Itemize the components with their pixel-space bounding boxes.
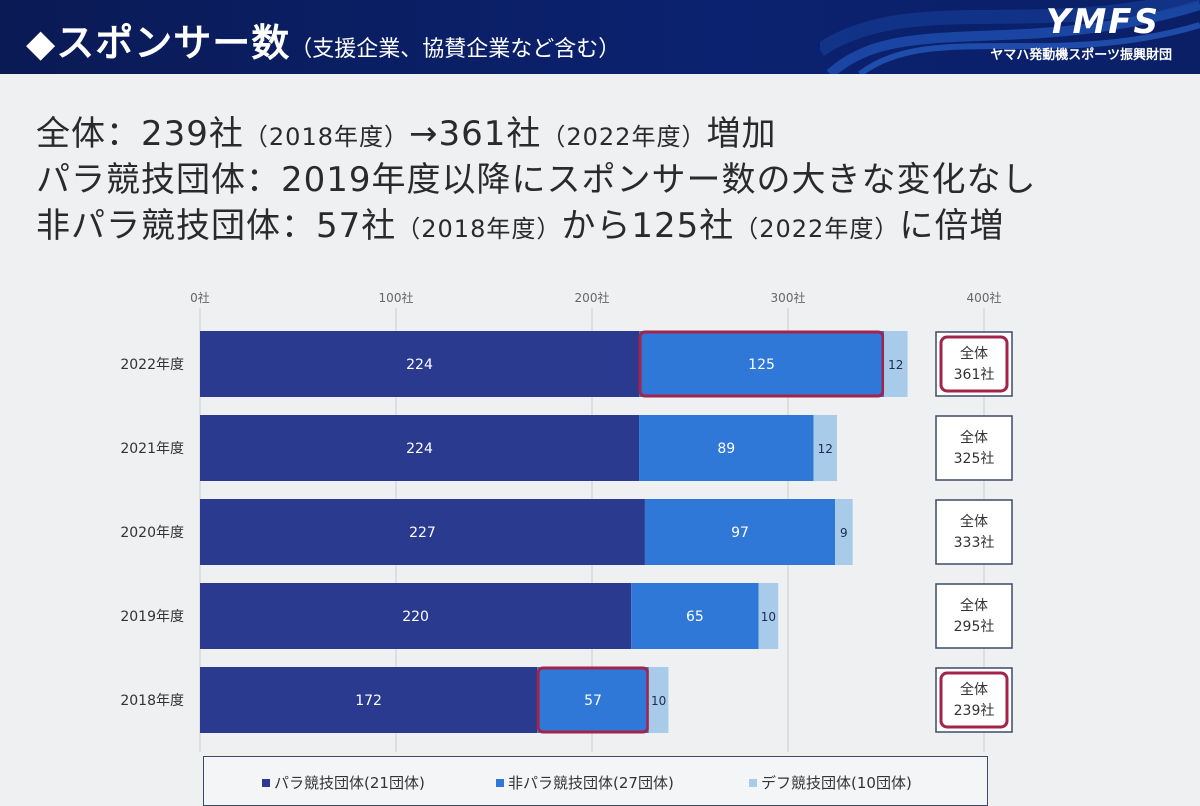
bar-value-label: 9 <box>840 526 848 540</box>
x-tick-label: 300社 <box>771 290 806 305</box>
logo-wave-graphic <box>820 0 1200 74</box>
bar-value-label: 10 <box>761 610 776 624</box>
x-tick-label: 400社 <box>967 290 1002 305</box>
bar-segment <box>884 331 908 397</box>
bar-segment <box>648 667 669 733</box>
bar-segment <box>639 415 814 481</box>
legend-item: パラ競技団体(21団体) <box>262 772 425 793</box>
total-box-value: 239社 <box>954 703 995 719</box>
ymfs-logo: YMFS <box>1045 2 1160 42</box>
bar-value-label: 172 <box>355 693 382 709</box>
title-banner: ◆スポンサー数（支援企業、協賛企業など含む） YMFS ヤマハ発動機スポーツ振興… <box>0 0 1200 74</box>
bar-value-label: 12 <box>888 358 903 372</box>
legend-swatch <box>496 778 504 787</box>
bar-segment <box>537 667 649 733</box>
total-box <box>935 331 1013 397</box>
legend-item: 非パラ競技団体(27団体) <box>496 772 674 793</box>
summary-text: →361社 <box>408 114 542 154</box>
category-label: 2022年度 <box>120 357 184 373</box>
total-box-value: 325社 <box>954 451 995 467</box>
bar-value-label: 220 <box>402 609 429 625</box>
bar-value-label: 97 <box>731 525 749 541</box>
category-label: 2019年度 <box>120 609 184 625</box>
total-box-label: 全体 <box>960 429 988 446</box>
summary-line-overall: 全体：239社（2018年度）→361社（2022年度）増加 <box>36 106 776 155</box>
summary-year: （2022年度） <box>541 123 707 151</box>
bar-value-label: 57 <box>584 693 602 709</box>
total-box-label: 全体 <box>960 345 988 362</box>
bar-value-label: 10 <box>651 694 666 708</box>
legend-label: パラ競技団体(21団体) <box>274 774 425 792</box>
summary-text: から125社 <box>561 206 735 246</box>
legend-label: 非パラ競技団体(27団体) <box>508 774 674 792</box>
bar-segment <box>631 583 759 649</box>
legend-label: デフ競技団体(10団体) <box>761 774 912 792</box>
category-label: 2018年度 <box>120 693 184 709</box>
page-title: ◆スポンサー数（支援企業、協賛企業など含む） <box>26 12 620 67</box>
bar-segment <box>200 331 640 397</box>
total-box <box>935 667 1013 733</box>
bar-segment <box>835 499 853 565</box>
legend-swatch <box>749 778 757 787</box>
summary-year: （2018年度） <box>243 123 409 151</box>
bar-value-label: 125 <box>748 357 775 373</box>
summary-line-para: パラ競技団体：2019年度以降にスポンサー数の大きな変化なし <box>36 152 1037 201</box>
category-label: 2020年度 <box>120 525 184 541</box>
chart-legend: パラ競技団体(21団体) 非パラ競技団体(27団体) デフ競技団体(10団体) <box>203 756 988 806</box>
total-highlight-outline <box>939 335 1009 393</box>
summary-line-non-para: 非パラ競技団体：57社（2018年度）から125社（2022年度）に倍増 <box>36 198 1004 247</box>
highlight-outline <box>536 666 650 734</box>
total-box <box>935 583 1013 649</box>
bar-value-label: 227 <box>409 525 436 541</box>
x-tick-label: 100社 <box>379 290 414 305</box>
page-title-subtitle: （支援企業、協賛企業など含む） <box>290 37 621 62</box>
bar-segment <box>813 415 837 481</box>
page-title-main: ◆スポンサー数 <box>26 21 291 65</box>
x-tick-label: 200社 <box>575 290 610 305</box>
total-box-value: 295社 <box>954 619 995 635</box>
summary-year: （2022年度） <box>734 215 900 243</box>
bar-segment <box>200 667 538 733</box>
total-box-label: 全体 <box>960 681 988 698</box>
total-highlight-outline <box>939 671 1009 729</box>
total-box <box>935 499 1013 565</box>
bar-value-label: 224 <box>406 441 433 457</box>
summary-text: パラ競技団体：2019年度以降にスポンサー数の大きな変化なし <box>36 160 1037 200</box>
bar-segment <box>200 499 645 565</box>
bar-segment <box>639 331 885 397</box>
total-box <box>935 415 1013 481</box>
legend-item: デフ競技団体(10団体) <box>749 772 912 793</box>
bar-value-label: 89 <box>717 441 735 457</box>
total-box-label: 全体 <box>960 513 988 530</box>
total-box-value: 361社 <box>954 367 995 383</box>
total-box-label: 全体 <box>960 597 988 614</box>
ymfs-logo-subtext: ヤマハ発動機スポーツ振興財団 <box>990 48 1172 63</box>
bar-value-label: 12 <box>818 442 833 456</box>
bar-value-label: 65 <box>686 609 704 625</box>
highlight-outline <box>638 330 885 398</box>
summary-text: 増加 <box>706 114 777 154</box>
x-tick-label: 0社 <box>190 290 210 305</box>
bar-segment <box>644 499 836 565</box>
category-label: 2021年度 <box>120 441 184 457</box>
bar-segment <box>200 583 632 649</box>
summary-text: 非パラ競技団体：57社 <box>36 206 397 246</box>
summary-text: に倍増 <box>899 206 1005 246</box>
total-box-value: 333社 <box>954 535 995 551</box>
bar-segment <box>758 583 779 649</box>
bar-value-label: 224 <box>406 357 433 373</box>
summary-year: （2018年度） <box>396 215 562 243</box>
summary-text: 全体：239社 <box>36 114 244 154</box>
legend-swatch <box>262 778 270 787</box>
bar-segment <box>200 415 640 481</box>
